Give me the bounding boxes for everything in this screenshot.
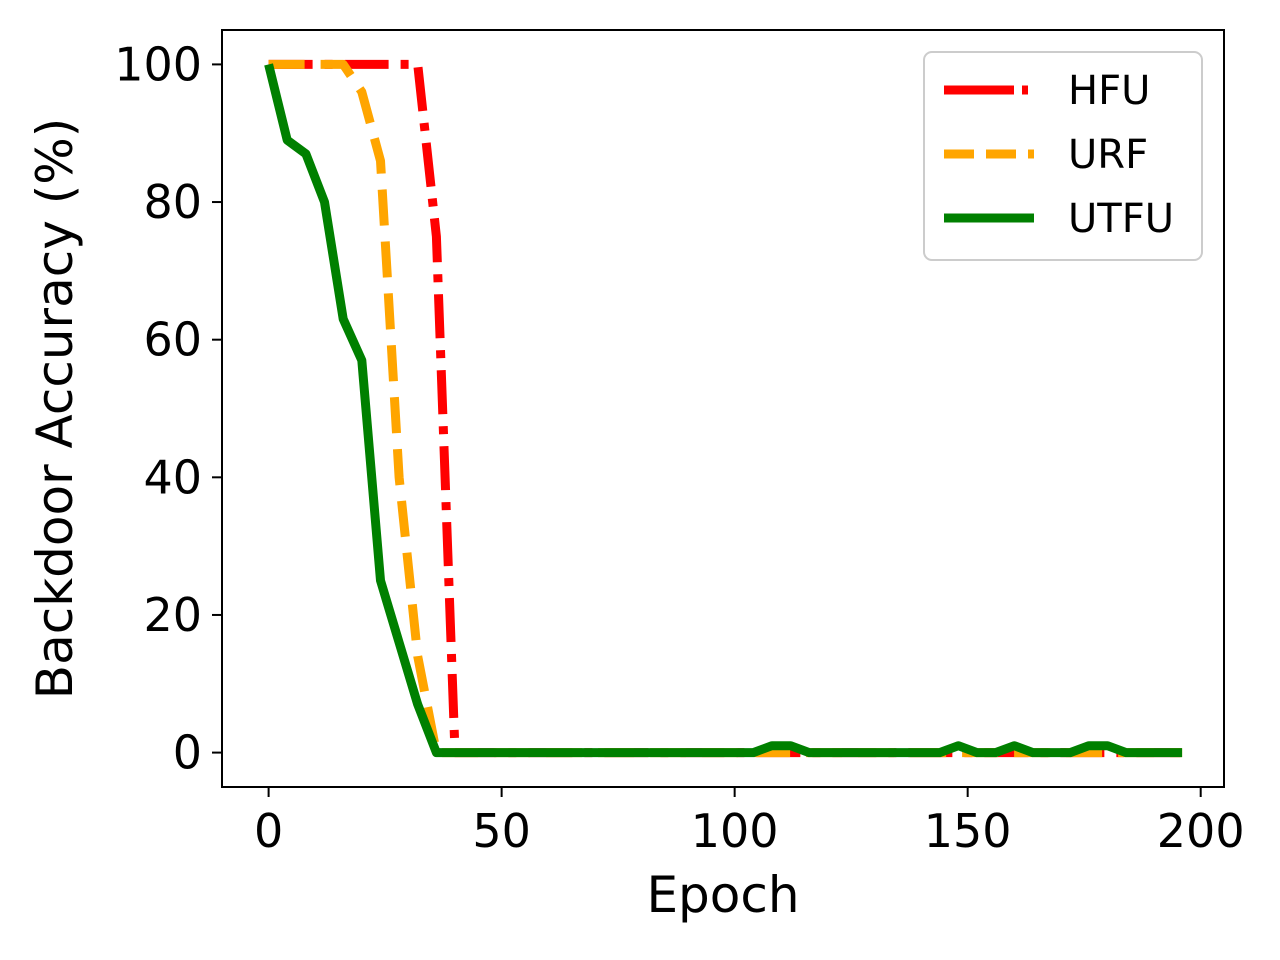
legend-label-hfu: HFU xyxy=(1068,68,1150,114)
legend-box xyxy=(923,51,1203,261)
legend-label-urf: URF xyxy=(1068,132,1148,178)
y-tick-label: 20 xyxy=(143,588,202,642)
ticks-layer: 0 50 100 150 200 0 20 40 60 80 100 xyxy=(114,37,1244,858)
legend-label-utfu: UTFU xyxy=(1068,196,1174,242)
y-tick-label: 80 xyxy=(143,175,202,229)
legend: HFU URF UTFU xyxy=(923,51,1203,261)
plot-frame xyxy=(221,29,1225,788)
y-tick-label: 0 xyxy=(173,726,202,780)
x-tick-label: 200 xyxy=(1157,804,1245,858)
y-axis-label: Backdoor Accuracy (%) xyxy=(26,118,84,699)
y-tick-label: 100 xyxy=(114,37,202,91)
y-tick-label: 40 xyxy=(143,450,202,504)
series-layer xyxy=(264,59,1183,758)
x-tick-label: 0 xyxy=(254,804,283,858)
x-tick-label: 150 xyxy=(924,804,1012,858)
series-line-utfu xyxy=(264,63,1183,758)
y-tick-label: 60 xyxy=(143,313,202,367)
x-tick-label: 50 xyxy=(472,804,531,858)
x-tick-label: 100 xyxy=(691,804,779,858)
x-axis-label: Epoch xyxy=(646,866,799,924)
series-line-hfu xyxy=(268,59,1183,758)
